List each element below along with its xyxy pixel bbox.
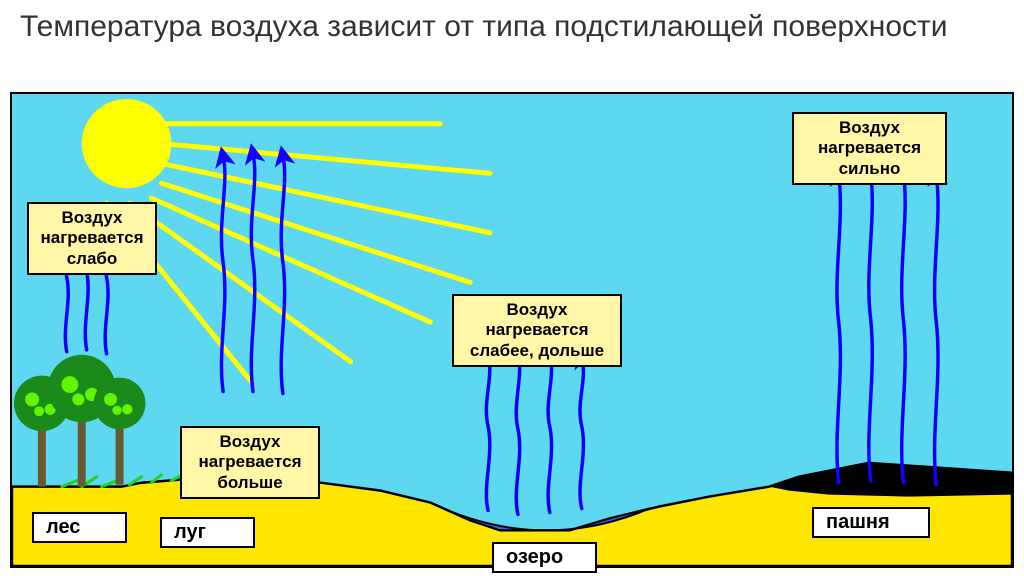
meadow-air-label: Воздухнагреваетсябольше	[180, 426, 320, 499]
forest-air-label: Воздухнагреваетсяслабо	[27, 202, 157, 275]
diagram-frame: Воздухнагреваетсяслабо Воздухнагревается…	[10, 92, 1014, 568]
forest-surface-label: лес	[32, 512, 127, 543]
lake-surface-label: озеро	[492, 542, 597, 573]
meadow-surface-label: луг	[160, 517, 255, 548]
plough-air-label: Воздухнагреваетсясильно	[792, 112, 947, 185]
page-title: Температура воздуха зависит от типа подс…	[20, 8, 948, 46]
plough-surface-label: пашня	[812, 507, 930, 538]
lake-air-label: Воздухнагреваетсяслабее, дольше	[452, 294, 622, 367]
